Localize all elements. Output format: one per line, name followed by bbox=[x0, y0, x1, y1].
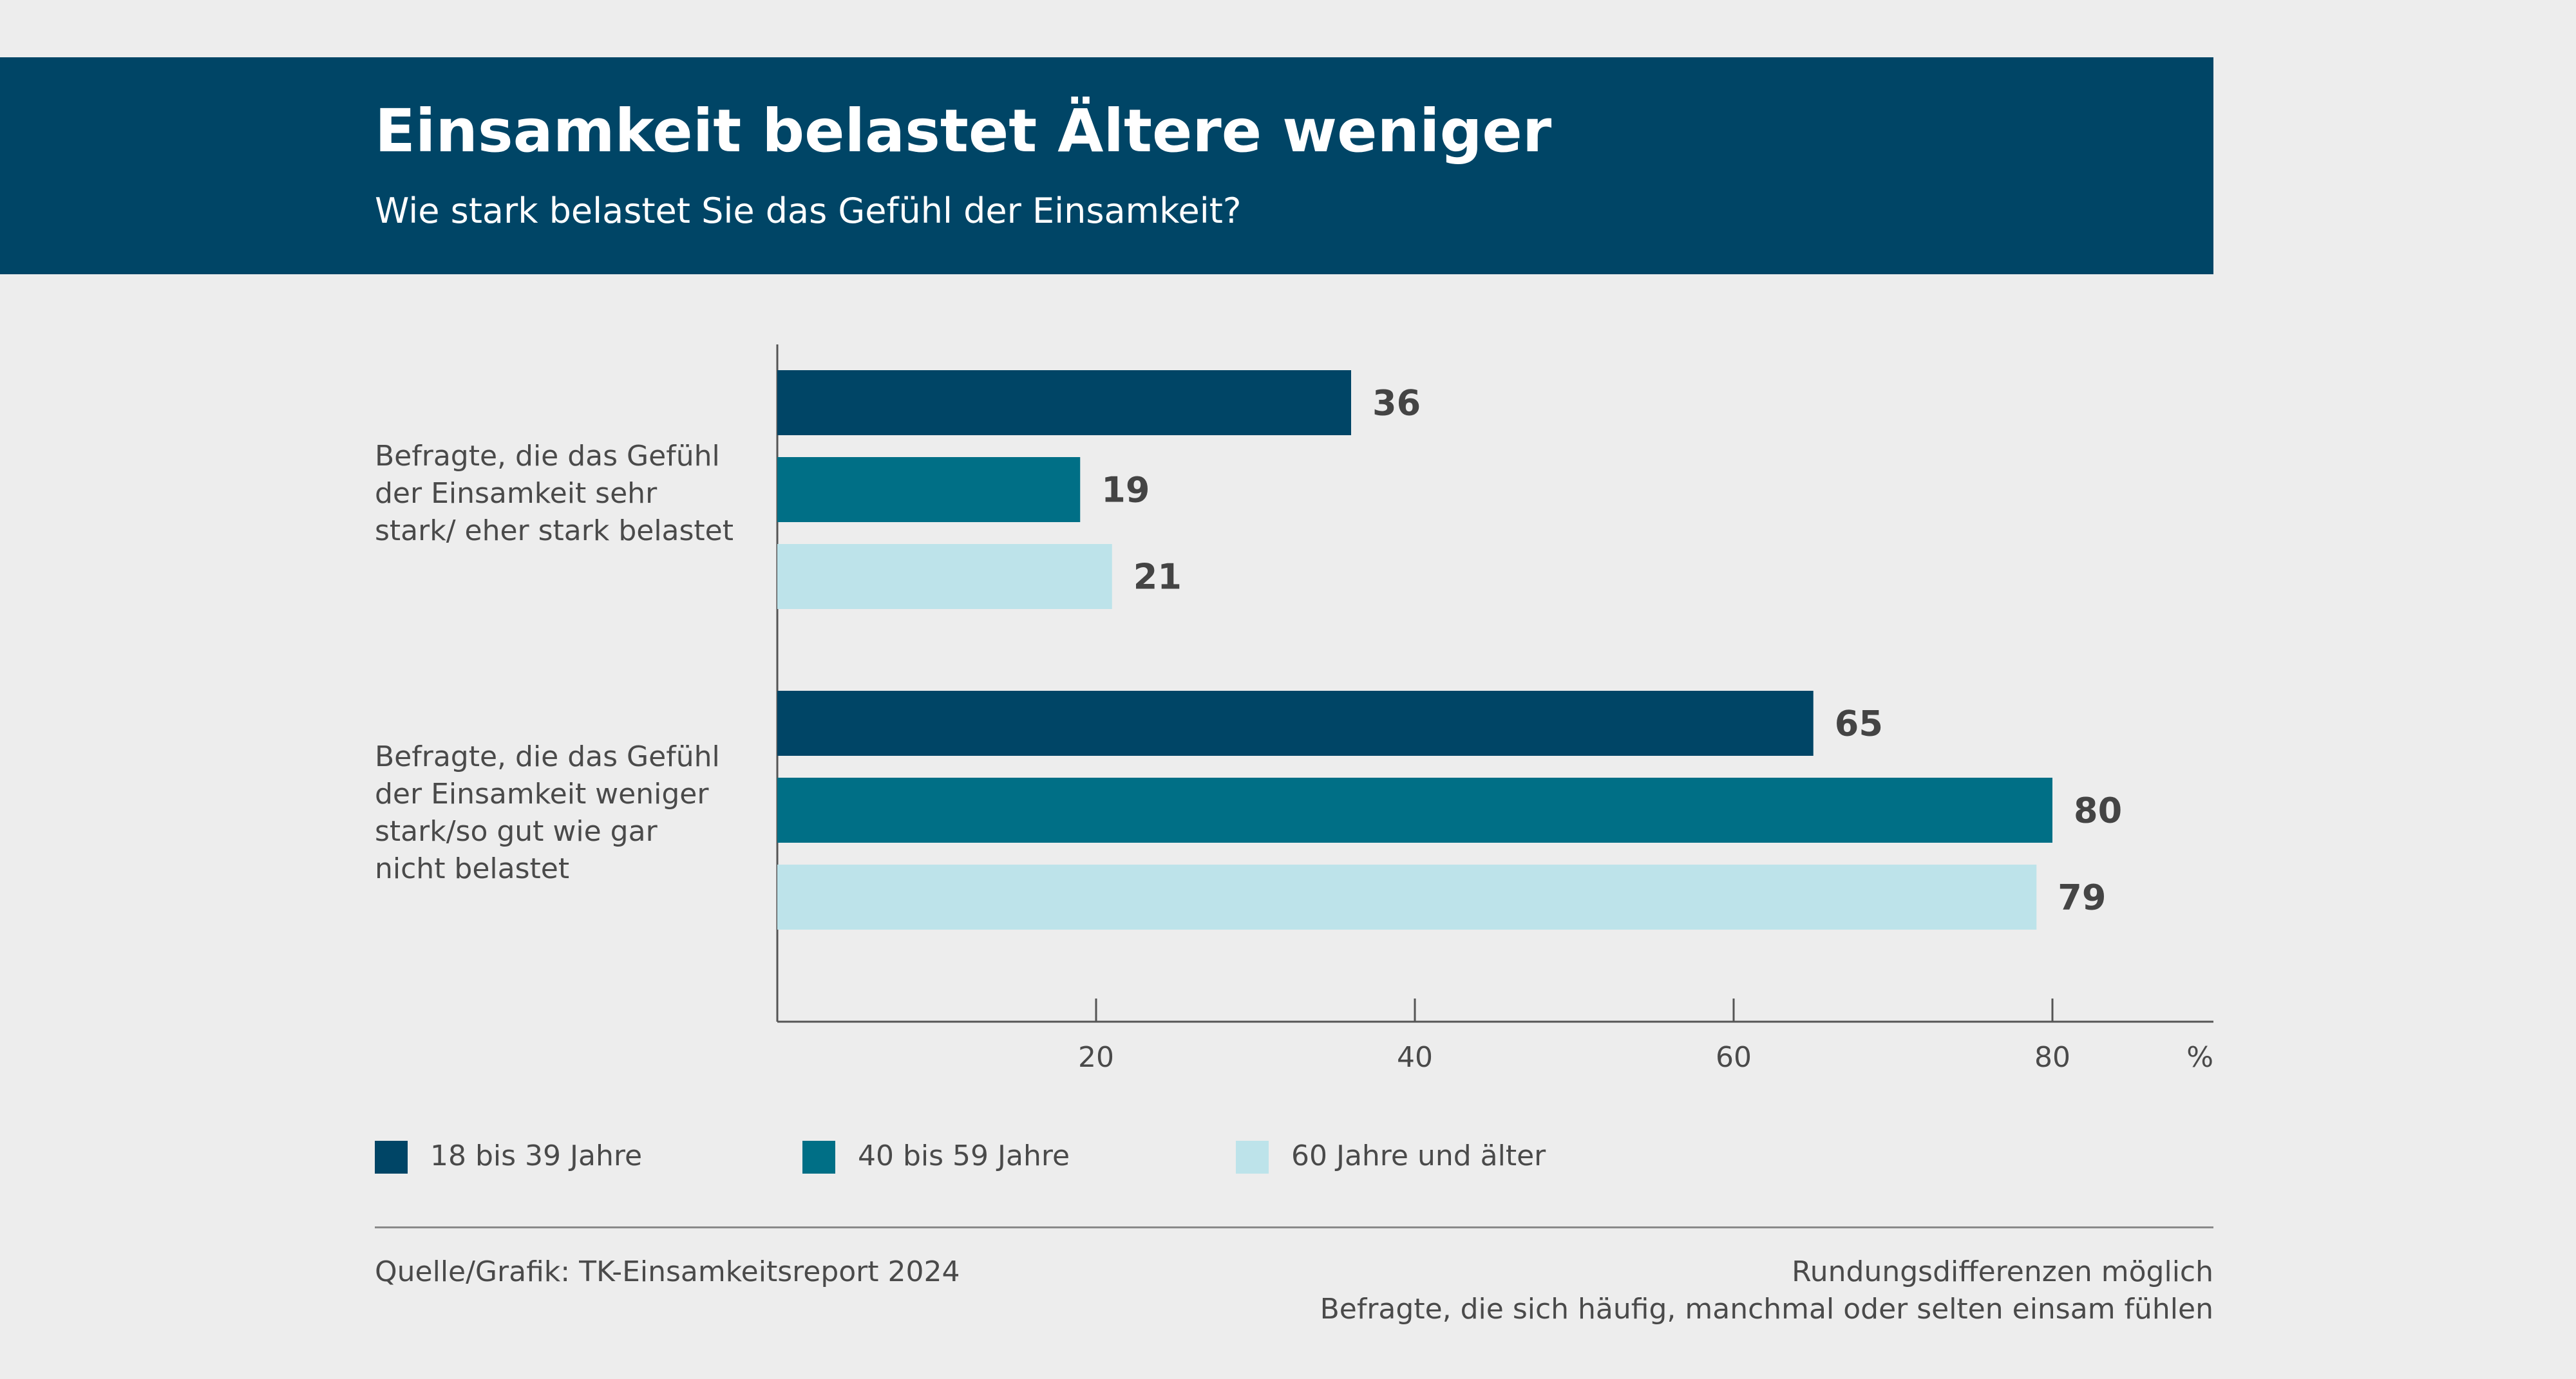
legend-swatch bbox=[1236, 1141, 1269, 1174]
data-label: 19 bbox=[1101, 470, 1150, 511]
data-label: 21 bbox=[1133, 557, 1182, 597]
legend-swatch bbox=[375, 1141, 408, 1174]
legend-swatch bbox=[802, 1141, 835, 1174]
bar-2-1 bbox=[777, 691, 1814, 756]
bar-2-2 bbox=[777, 778, 2052, 843]
legend-label: 60 Jahre und älter bbox=[1291, 1140, 1546, 1172]
data-label: 80 bbox=[2074, 791, 2122, 831]
bar-2-3 bbox=[777, 865, 2037, 930]
x-unit-label: % bbox=[2186, 1041, 2213, 1074]
rounding-note: Rundungsdifferenzen möglich bbox=[1792, 1255, 2213, 1288]
data-label: 65 bbox=[1835, 704, 1883, 744]
source-note: Quelle/Grafik: TK-Einsamkeitsreport 2024 bbox=[375, 1255, 960, 1288]
footer-divider bbox=[375, 1226, 2213, 1228]
respondents-note: Befragte, die sich häufig, manchmal oder… bbox=[1320, 1293, 2213, 1326]
data-label: 79 bbox=[2058, 877, 2106, 918]
x-tick-label: 80 bbox=[2034, 1041, 2070, 1074]
data-label: 36 bbox=[1372, 383, 1421, 424]
chart-subtitle: Wie stark belastet Sie das Gefühl der Ei… bbox=[375, 191, 1242, 231]
bar-1-1 bbox=[777, 370, 1351, 435]
legend-label: 40 bis 59 Jahre bbox=[858, 1140, 1070, 1172]
header-banner bbox=[0, 57, 2213, 274]
bar-chart: 36 19 21 65 80 79 20 40 60 80% bbox=[776, 344, 2213, 1074]
legend-label: 18 bis 39 Jahre bbox=[430, 1140, 643, 1172]
chart-title: Einsamkeit belastet Ältere weniger bbox=[375, 97, 1552, 165]
category-label-2: Befragte, die das Gefühl der Einsamkeit … bbox=[375, 740, 720, 885]
category-label-1: Befragte, die das Gefühl der Einsamkeit … bbox=[375, 440, 734, 547]
bar-1-2 bbox=[777, 457, 1081, 522]
x-tick-label: 20 bbox=[1078, 1041, 1114, 1074]
x-tick-label: 40 bbox=[1397, 1041, 1433, 1074]
x-tick-label: 60 bbox=[1716, 1041, 1752, 1074]
bar-1-3 bbox=[777, 544, 1112, 609]
